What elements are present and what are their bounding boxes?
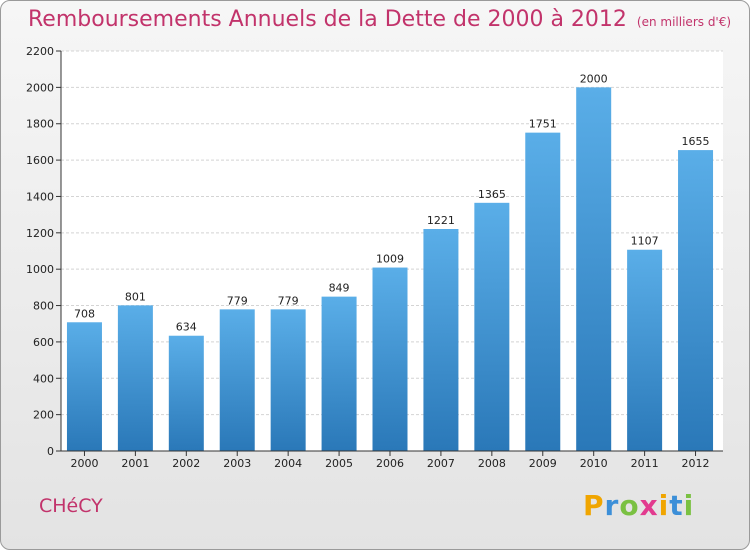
logo-letter: x: [639, 489, 659, 522]
x-tick-label: 2008: [478, 457, 506, 470]
logo-letter: o: [619, 489, 640, 522]
logo-letter: i: [658, 489, 670, 522]
chart-title-text: Remboursements Annuels de la Dette de 20…: [28, 7, 627, 32]
y-tick-label: 1000: [26, 263, 54, 276]
bar: [270, 309, 306, 451]
y-tick-label: 600: [33, 336, 54, 349]
bar-value-label: 779: [227, 294, 248, 307]
commune-name: CHéCY: [39, 495, 103, 517]
y-tick-label: 1200: [26, 227, 54, 240]
x-tick-label: 2001: [121, 457, 149, 470]
logo-letter: r: [604, 489, 620, 522]
y-tick-label: 200: [33, 409, 54, 422]
bar: [321, 296, 357, 451]
bar-value-label: 1221: [427, 214, 455, 227]
bar: [372, 267, 408, 451]
y-tick-label: 1800: [26, 118, 54, 131]
bar: [678, 150, 714, 451]
y-tick-label: 1400: [26, 190, 54, 203]
bar-value-label: 849: [329, 282, 350, 295]
x-tick-label: 2011: [631, 457, 659, 470]
bar-value-label: 779: [278, 294, 299, 307]
bar: [423, 229, 459, 451]
x-tick-label: 2010: [580, 457, 608, 470]
logo-letter: t: [669, 489, 684, 522]
y-tick-label: 2000: [26, 81, 54, 94]
bar: [219, 309, 255, 451]
chart-subtitle: (en milliers d'€): [636, 15, 732, 29]
bar-value-label: 801: [125, 290, 146, 303]
bar-value-label: 1751: [529, 118, 557, 131]
bar-value-label: 1009: [376, 253, 404, 266]
bar: [576, 87, 612, 451]
x-tick-label: 2003: [223, 457, 251, 470]
bar-value-label: 634: [176, 321, 197, 334]
y-tick-label: 400: [33, 372, 54, 385]
x-tick-label: 2005: [325, 457, 353, 470]
bar: [474, 202, 510, 451]
chart-title: Remboursements Annuels de la Dette de 20…: [28, 7, 731, 32]
bar-value-label: 708: [74, 307, 95, 320]
x-tick-label: 2004: [274, 457, 302, 470]
x-tick-label: 2012: [682, 457, 710, 470]
bar: [627, 249, 663, 451]
bar-value-label: 1365: [478, 188, 506, 201]
bar-value-label: 2000: [580, 72, 608, 85]
logo-letter: i: [683, 489, 695, 522]
bar-value-label: 1655: [682, 135, 710, 148]
y-tick-label: 2200: [26, 45, 54, 58]
bar: [168, 335, 204, 451]
x-tick-label: 2002: [172, 457, 200, 470]
x-tick-label: 2006: [376, 457, 404, 470]
y-tick-label: 0: [47, 445, 54, 458]
bar: [117, 305, 153, 451]
y-tick-label: 1600: [26, 154, 54, 167]
proxiti-logo: Proxiti: [583, 489, 694, 522]
y-tick-label: 800: [33, 300, 54, 313]
x-tick-label: 2009: [529, 457, 557, 470]
x-tick-label: 2000: [70, 457, 98, 470]
x-tick-label: 2007: [427, 457, 455, 470]
bar-value-label: 1107: [631, 235, 659, 248]
bar: [525, 132, 561, 452]
logo-letter: P: [583, 489, 605, 522]
bar: [66, 322, 102, 451]
